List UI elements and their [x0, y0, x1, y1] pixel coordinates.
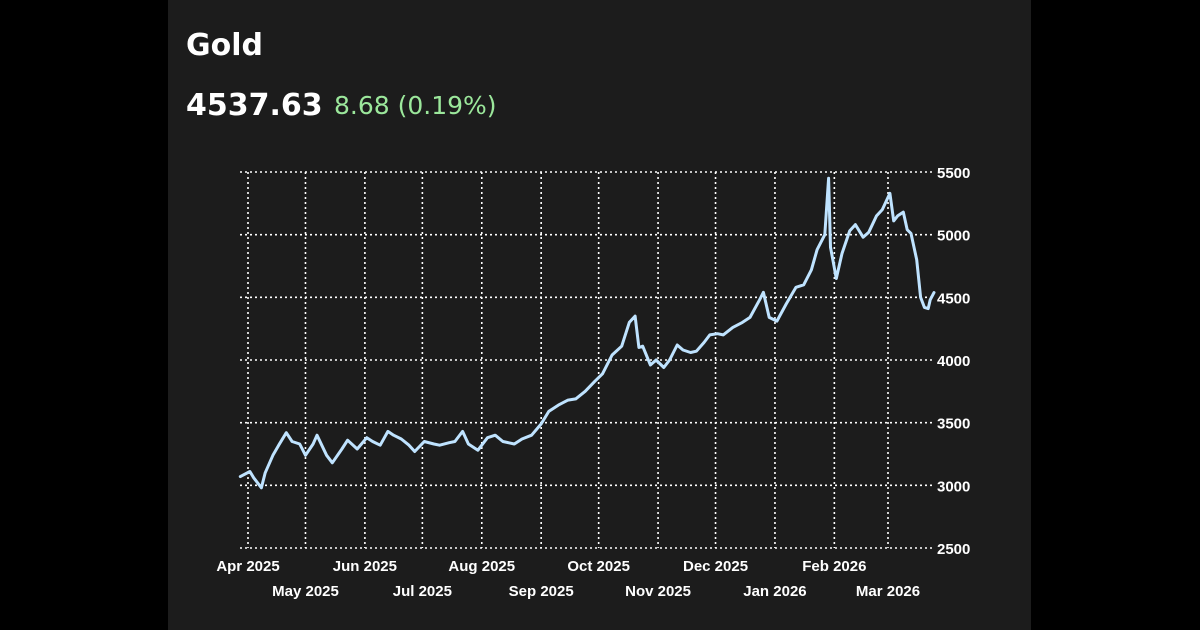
price-line	[238, 176, 936, 490]
x-tick-label: Jun 2025	[333, 558, 397, 575]
x-tick-label: Jul 2025	[393, 583, 452, 600]
y-tick-label: 2500	[937, 541, 970, 558]
x-tick-label: Jan 2026	[743, 583, 806, 600]
x-tick-label: Oct 2025	[567, 558, 630, 575]
price-chart: 5500 5000 4500 4000 3500 3000 2500 Apr 2025 May …	[216, 165, 970, 600]
x-tick-label: Dec 2025	[683, 558, 748, 575]
price-change: 8.68 (0.19%)	[334, 91, 497, 120]
y-tick-label: 5000	[937, 228, 970, 245]
chart-card: Gold 4537.63 8.68 (0.19%) 5500 5000 4500 40…	[168, 0, 1031, 630]
x-tick-label: Nov 2025	[625, 583, 691, 600]
x-tick-label: Sep 2025	[509, 583, 574, 600]
current-price: 4537.63	[186, 88, 323, 123]
x-tick-label: Feb 2026	[802, 558, 866, 575]
x-tick-label: Mar 2026	[856, 583, 920, 600]
x-tick-label: Apr 2025	[216, 558, 279, 575]
y-tick-label: 3500	[937, 416, 970, 433]
y-tick-label: 5500	[937, 165, 970, 182]
y-tick-label: 3000	[937, 478, 970, 495]
y-tick-label: 4000	[937, 353, 970, 370]
y-tick-label: 4500	[937, 290, 970, 307]
x-tick-label: May 2025	[272, 583, 339, 600]
instrument-title: Gold	[186, 28, 263, 63]
x-tick-label: Aug 2025	[448, 558, 515, 575]
